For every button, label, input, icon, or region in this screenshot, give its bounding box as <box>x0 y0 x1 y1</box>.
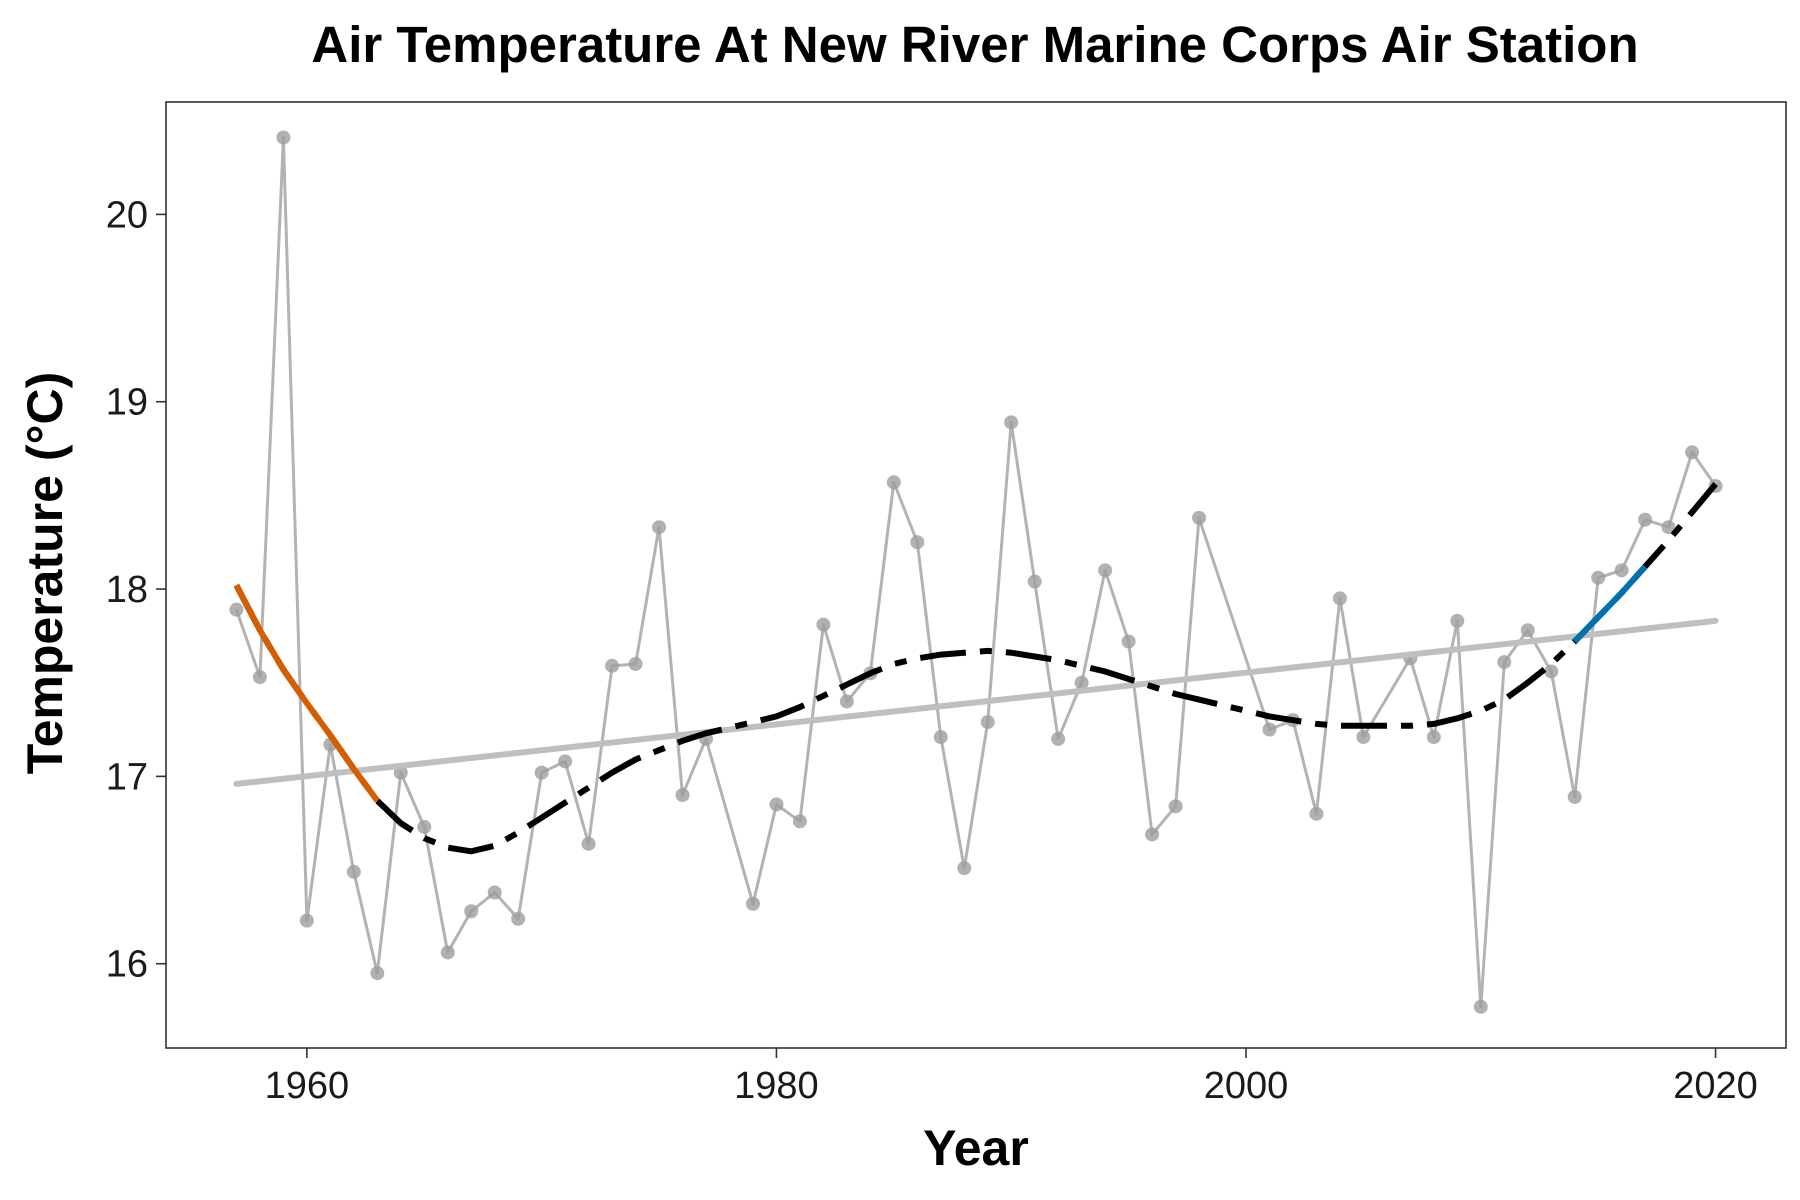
observation-point <box>1168 799 1183 814</box>
observation-point <box>957 861 972 876</box>
observation-point <box>1356 730 1371 745</box>
observation-point <box>558 754 573 769</box>
observation-point <box>675 788 690 803</box>
panel-border <box>165 101 1787 1049</box>
observation-point <box>1004 415 1019 430</box>
y-tick-label: 17 <box>106 756 148 798</box>
y-tick-label: 20 <box>106 194 148 236</box>
observation-point <box>910 535 925 550</box>
observation-point <box>1591 570 1606 585</box>
observation-point <box>1192 510 1207 525</box>
observation-point <box>440 945 455 960</box>
observation-point <box>816 617 831 632</box>
observation-point <box>605 658 620 673</box>
observation-point <box>1027 574 1042 589</box>
x-axis: 1960 1980 2000 2020 <box>265 1048 1758 1107</box>
observation-point <box>487 885 502 900</box>
observation-point <box>628 656 643 671</box>
observation-point <box>346 864 361 879</box>
observation-point <box>1520 623 1535 638</box>
x-tick-label: 1960 <box>265 1065 350 1107</box>
observation-point <box>370 966 385 981</box>
observation-point <box>1614 563 1629 578</box>
observation-point <box>464 904 479 919</box>
y-tick-label: 16 <box>106 944 148 986</box>
observation-point <box>1497 655 1512 670</box>
observation-point <box>1661 520 1676 535</box>
y-tick-label: 19 <box>106 382 148 424</box>
y-axis: 16 17 18 19 20 <box>106 194 166 986</box>
observation-point <box>1121 634 1136 649</box>
observation-point <box>534 765 549 780</box>
observation-point <box>1098 563 1113 578</box>
observation-point <box>252 670 267 685</box>
significant-increase-segment <box>1572 564 1648 644</box>
observation-point <box>299 913 314 928</box>
observation-point <box>229 602 244 617</box>
observation-point <box>1309 806 1324 821</box>
observation-point <box>1426 730 1441 745</box>
observation-point <box>652 520 667 535</box>
observation-point <box>886 475 901 490</box>
y-tick-label: 18 <box>106 569 148 611</box>
chart-title: Air Temperature At New River Marine Corp… <box>311 16 1638 73</box>
observation-line <box>234 136 1717 1009</box>
observation-point <box>839 694 854 709</box>
observation-point <box>980 715 995 730</box>
observation-point <box>1567 789 1582 804</box>
linear-trend-line <box>233 617 1719 787</box>
observation-point <box>276 130 291 145</box>
x-tick-label: 2000 <box>1204 1065 1289 1107</box>
significant-decrease-segment <box>233 583 380 803</box>
observation-point <box>1074 675 1089 690</box>
y-axis-title: Temperature (°C) <box>17 372 73 774</box>
observation-point <box>792 814 807 829</box>
observation-point <box>511 911 526 926</box>
observation-point <box>769 797 784 812</box>
observation-point <box>1332 591 1347 606</box>
observation-point <box>1145 827 1160 842</box>
observation-point <box>1473 999 1488 1014</box>
observation-point <box>1544 664 1559 679</box>
observation-point <box>745 896 760 911</box>
observation-point <box>1262 722 1277 737</box>
observation-point <box>1450 613 1465 628</box>
observation-point <box>933 730 948 745</box>
plot-area <box>229 130 1723 1014</box>
x-axis-title: Year <box>923 1120 1029 1176</box>
observation-point <box>417 819 432 834</box>
observation-point <box>1051 731 1066 746</box>
observation-point <box>1638 512 1653 527</box>
observation-point <box>581 836 596 851</box>
observation-point <box>1685 445 1700 460</box>
x-tick-label: 1980 <box>734 1065 819 1107</box>
x-tick-label: 2020 <box>1673 1065 1758 1107</box>
smoothed-trend-line <box>233 482 1718 855</box>
